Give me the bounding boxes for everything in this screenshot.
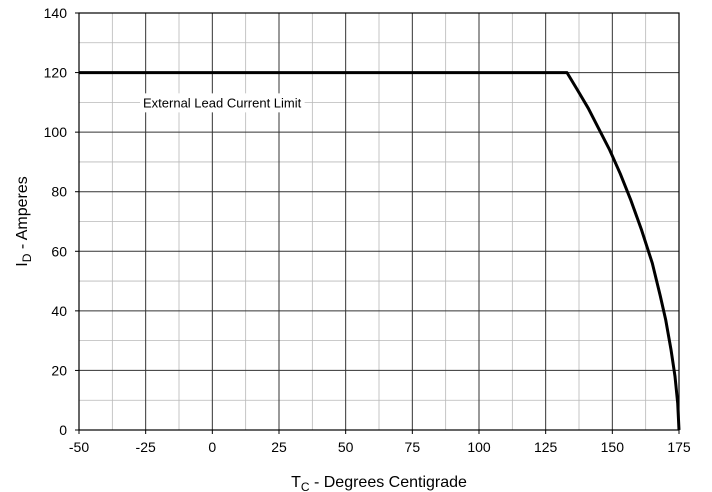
x-tick-label: 25 [271,439,287,455]
x-axis-title-rest: - Degrees Centigrade [310,474,468,491]
x-tick-label: 150 [601,439,625,455]
annotation-label: External Lead Current Limit [143,95,302,110]
x-tick-label: -50 [69,439,89,455]
y-axis-title-main: I [14,262,31,266]
y-axis-title-sub: D [20,253,34,262]
y-tick-labels: 0 20 40 60 80 100 120 140 [44,5,79,438]
series-group [79,71,681,431]
x-tick-labels: -50 -25 0 25 50 75 100 125 150 175 [69,430,691,455]
x-tick-label: 125 [534,439,558,455]
y-tick-label: 80 [51,184,67,200]
x-tick-label: 175 [667,439,691,455]
x-axis-title: TC - Degrees Centigrade [291,474,467,492]
annotation-background [140,93,305,113]
y-tick-label: 140 [44,5,68,21]
plot-frame [78,12,680,431]
y-tick-label: 40 [51,303,67,319]
y-tick-label: 120 [44,65,68,81]
x-tick-label: 75 [405,439,421,455]
x-axis-title-sub: C [301,480,310,492]
x-axis-title-main: T [291,474,301,491]
x-tick-label: 50 [338,439,354,455]
series-line [79,71,681,431]
x-tick-label: 0 [208,439,216,455]
y-tick-label: 20 [51,362,67,378]
annotation-group: External Lead Current Limit [140,93,305,113]
minor-grid [79,13,679,430]
y-tick-label: 0 [59,422,67,438]
y-axis-title-rest: - Amperes [14,176,31,253]
y-axis-title: ID - Amperes [14,176,34,266]
x-tick-label: 100 [467,439,491,455]
x-tick-label: -25 [136,439,156,455]
y-tick-label: 60 [51,243,67,259]
y-tick-label: 100 [44,124,68,140]
